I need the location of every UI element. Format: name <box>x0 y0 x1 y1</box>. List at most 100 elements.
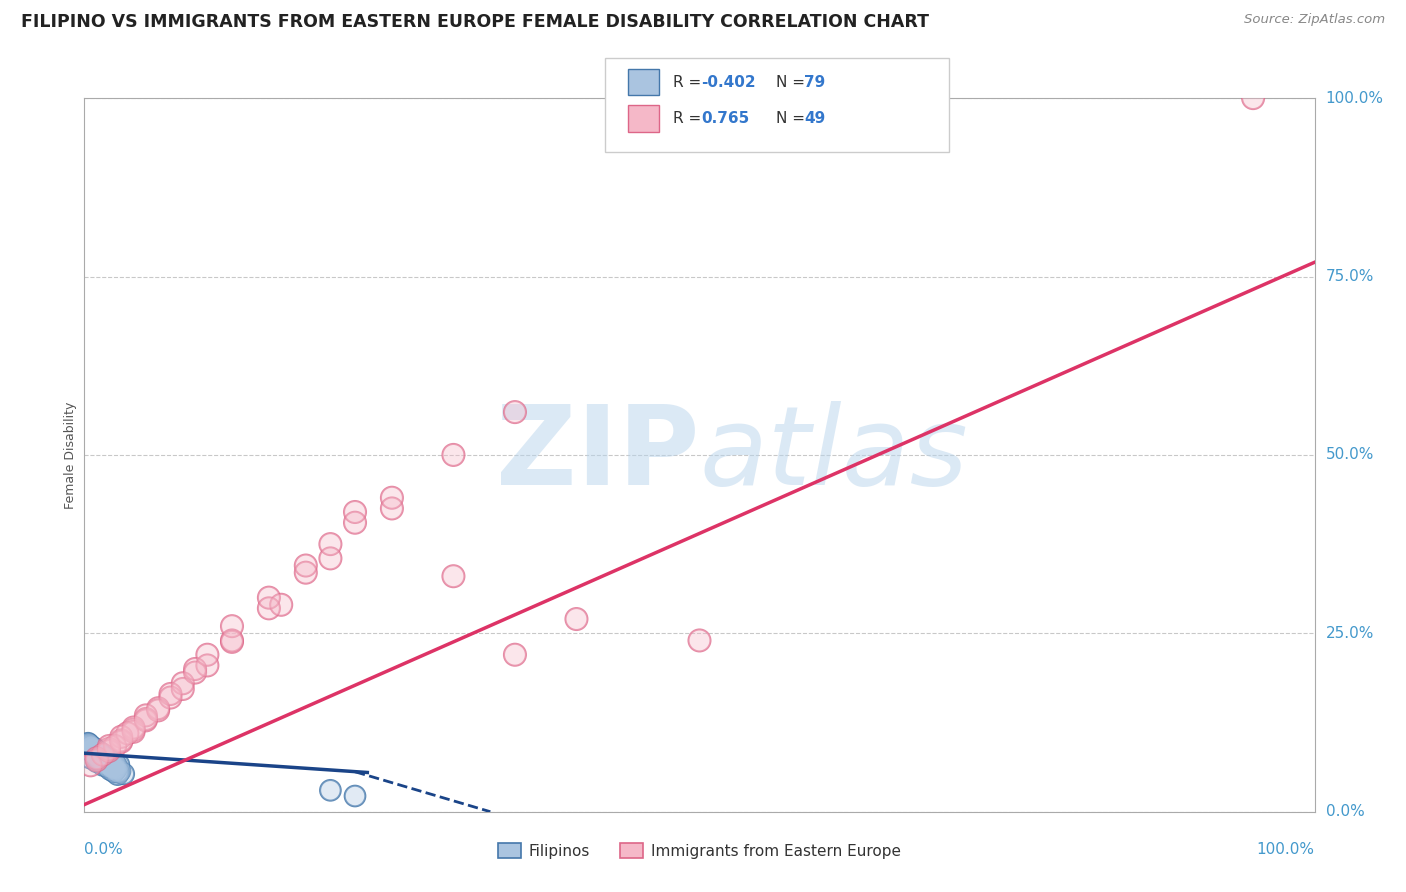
Point <box>80 742 103 756</box>
Point <box>159 687 181 701</box>
Point <box>148 703 170 717</box>
Point <box>110 735 132 749</box>
Point <box>96 756 118 771</box>
Point <box>159 687 181 701</box>
Point <box>98 752 120 766</box>
Point <box>93 756 115 771</box>
Point <box>221 619 243 633</box>
Point <box>122 724 145 739</box>
Legend: Filipinos, Immigrants from Eastern Europe: Filipinos, Immigrants from Eastern Europ… <box>492 837 907 864</box>
Text: 49: 49 <box>804 112 825 126</box>
Point <box>89 754 111 768</box>
Point <box>319 551 342 566</box>
Point <box>122 723 145 737</box>
Point <box>110 733 132 747</box>
Point <box>221 633 243 648</box>
Point <box>83 744 105 758</box>
Point <box>257 601 280 615</box>
Point <box>79 751 101 765</box>
Point <box>257 591 280 605</box>
Point <box>172 681 194 696</box>
Text: 75.0%: 75.0% <box>1326 269 1374 284</box>
Text: FILIPINO VS IMMIGRANTS FROM EASTERN EUROPE FEMALE DISABILITY CORRELATION CHART: FILIPINO VS IMMIGRANTS FROM EASTERN EURO… <box>21 13 929 31</box>
Point <box>96 753 118 767</box>
Point <box>77 736 100 750</box>
Point <box>96 753 118 767</box>
Point <box>83 741 105 756</box>
Point <box>97 760 120 774</box>
Point <box>319 783 342 797</box>
Point <box>103 762 125 776</box>
Point <box>91 749 114 764</box>
Point <box>344 516 367 530</box>
Point <box>112 767 135 781</box>
Point <box>110 730 132 744</box>
Point <box>108 757 131 772</box>
Point <box>86 746 108 760</box>
Point <box>96 753 118 767</box>
Point <box>80 739 103 754</box>
Point <box>98 756 120 771</box>
Text: ZIP: ZIP <box>496 401 700 508</box>
Point <box>79 758 101 772</box>
Point <box>221 619 243 633</box>
Point <box>87 745 111 759</box>
Point <box>86 753 108 767</box>
Point <box>83 744 105 758</box>
Point <box>100 760 122 774</box>
Point <box>98 742 120 756</box>
Text: R =: R = <box>673 75 707 89</box>
Point <box>93 755 115 769</box>
Point <box>79 738 101 752</box>
Text: N =: N = <box>776 75 810 89</box>
Point <box>295 566 318 580</box>
Point <box>90 749 112 764</box>
Point <box>87 749 111 764</box>
Point <box>135 712 157 726</box>
Point <box>319 537 342 551</box>
Point <box>110 733 132 747</box>
Point <box>344 789 367 803</box>
Point <box>105 762 128 776</box>
Point <box>1241 91 1264 105</box>
Point <box>122 721 145 735</box>
Point <box>184 665 207 680</box>
Point <box>135 714 157 728</box>
Point <box>100 756 122 770</box>
Point <box>83 746 105 760</box>
Point <box>270 598 292 612</box>
Point <box>110 735 132 749</box>
Point <box>89 751 111 765</box>
Point <box>90 749 112 764</box>
Point <box>344 505 367 519</box>
Point <box>89 750 111 764</box>
Point <box>108 765 131 780</box>
Point <box>86 751 108 765</box>
Point <box>80 742 103 756</box>
Text: 50.0%: 50.0% <box>1326 448 1374 462</box>
Point <box>103 762 125 776</box>
Point <box>90 749 112 764</box>
Point <box>83 741 105 756</box>
Point <box>91 753 114 767</box>
Point <box>94 750 117 764</box>
Point <box>97 760 120 774</box>
Point <box>107 764 129 779</box>
Point <box>98 752 120 766</box>
Point <box>257 601 280 615</box>
Point <box>86 755 108 769</box>
Point <box>87 749 110 764</box>
Point <box>77 737 100 751</box>
Point <box>319 783 342 797</box>
Point <box>79 758 101 772</box>
Point <box>96 756 118 771</box>
Point <box>108 764 131 778</box>
Point <box>86 755 108 769</box>
Point <box>98 744 120 758</box>
Point <box>221 635 243 649</box>
Point <box>110 730 132 744</box>
Point <box>197 648 219 662</box>
Point <box>108 764 131 778</box>
Point <box>79 740 101 755</box>
Point <box>295 558 318 573</box>
